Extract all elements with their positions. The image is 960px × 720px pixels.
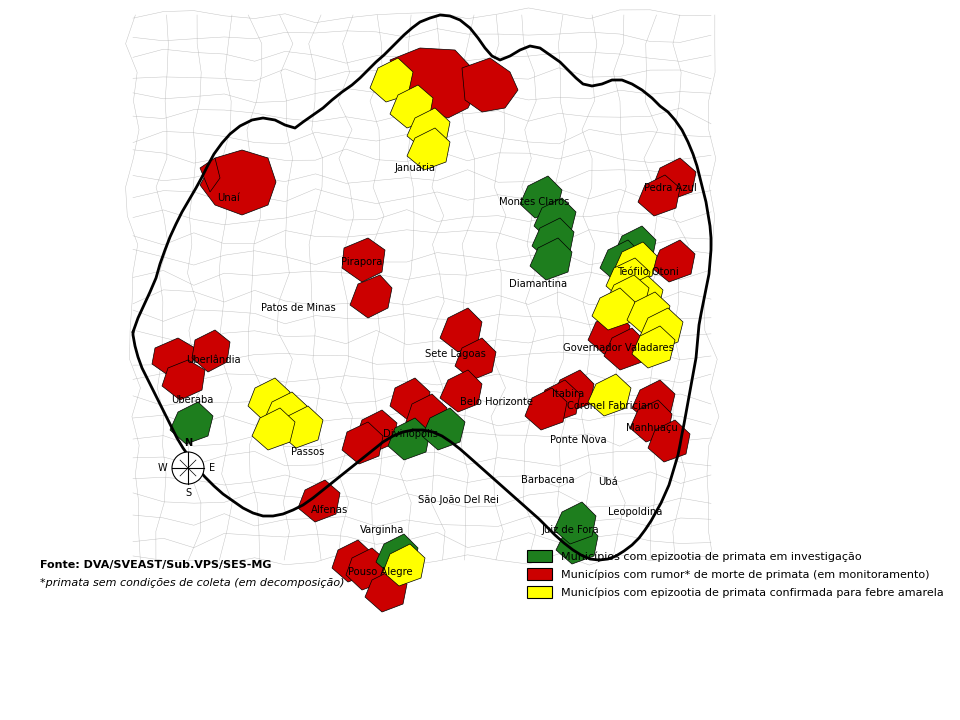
Text: Leopoldina: Leopoldina [608, 507, 662, 517]
Polygon shape [152, 338, 195, 378]
Text: Pouso Alegre: Pouso Alegre [348, 567, 412, 577]
Polygon shape [356, 410, 397, 452]
Polygon shape [264, 392, 307, 434]
Text: Diamantina: Diamantina [509, 279, 567, 289]
Text: Coronel Fabriciano: Coronel Fabriciano [566, 401, 660, 411]
Polygon shape [390, 85, 433, 128]
Text: Patos de Minas: Patos de Minas [260, 303, 335, 313]
Text: Varginha: Varginha [360, 525, 404, 535]
Polygon shape [342, 422, 383, 464]
Polygon shape [298, 480, 340, 522]
Polygon shape [440, 308, 482, 352]
Polygon shape [365, 570, 407, 612]
Text: Uberlândia: Uberlândia [185, 355, 240, 365]
Polygon shape [332, 540, 373, 582]
Polygon shape [407, 128, 450, 170]
Polygon shape [252, 408, 295, 450]
Text: Fonte: DVA/SVEAST/Sub.VPS/SES-MG: Fonte: DVA/SVEAST/Sub.VPS/SES-MG [40, 560, 272, 570]
Text: Alfenas: Alfenas [311, 505, 348, 515]
Text: São João Del Rei: São João Del Rei [418, 495, 498, 505]
Polygon shape [556, 522, 598, 564]
Polygon shape [455, 338, 496, 380]
Polygon shape [440, 370, 482, 412]
Polygon shape [640, 308, 683, 350]
Polygon shape [606, 275, 649, 316]
Text: Governador Valadares: Governador Valadares [563, 343, 673, 353]
Polygon shape [588, 374, 631, 416]
Polygon shape [342, 238, 385, 282]
Polygon shape [648, 420, 690, 462]
Polygon shape [346, 548, 388, 590]
Text: Ubá: Ubá [598, 477, 618, 487]
Polygon shape [462, 58, 518, 112]
Polygon shape [248, 378, 290, 420]
Polygon shape [614, 242, 657, 284]
Polygon shape [538, 380, 580, 422]
Text: Ponte Nova: Ponte Nova [550, 435, 607, 445]
Text: Itabira: Itabira [552, 389, 584, 399]
Polygon shape [592, 288, 635, 330]
Polygon shape [422, 408, 465, 450]
Polygon shape [652, 240, 695, 282]
Polygon shape [200, 150, 276, 215]
Text: W: W [157, 463, 167, 473]
Circle shape [172, 452, 204, 484]
Polygon shape [632, 380, 675, 422]
Text: Montes Claros: Montes Claros [499, 197, 569, 207]
Polygon shape [350, 275, 392, 318]
Polygon shape [390, 378, 430, 420]
Text: Uberaba: Uberaba [171, 395, 213, 405]
Polygon shape [383, 544, 425, 586]
Polygon shape [530, 238, 572, 280]
Polygon shape [614, 226, 656, 268]
Text: E: E [209, 463, 215, 473]
Polygon shape [520, 176, 562, 218]
Text: Divinópolis: Divinópolis [382, 428, 438, 439]
Polygon shape [627, 292, 670, 334]
Text: Barbacena: Barbacena [521, 475, 575, 485]
Polygon shape [588, 312, 630, 354]
Polygon shape [192, 330, 230, 372]
Text: *primata sem condições de coleta (em decomposição): *primata sem condições de coleta (em dec… [40, 578, 345, 588]
Polygon shape [653, 158, 696, 200]
Text: N: N [184, 438, 192, 448]
Polygon shape [532, 218, 574, 260]
Text: Pirapora: Pirapora [342, 257, 383, 267]
Polygon shape [630, 400, 672, 442]
Polygon shape [200, 158, 220, 192]
Text: Passos: Passos [291, 447, 324, 457]
Polygon shape [162, 360, 205, 400]
Polygon shape [600, 240, 642, 282]
Text: Januária: Januária [395, 163, 436, 174]
Polygon shape [554, 502, 596, 544]
Polygon shape [552, 370, 594, 412]
Polygon shape [534, 198, 576, 240]
Text: Juiz de Fora: Juiz de Fora [541, 525, 599, 535]
Legend: Municípios com epizootia de primata em investigação, Municípios com rumor* de mo: Municípios com epizootia de primata em i… [523, 546, 948, 603]
Polygon shape [604, 328, 646, 370]
Polygon shape [620, 276, 663, 318]
Polygon shape [388, 418, 430, 460]
Polygon shape [632, 326, 675, 368]
Polygon shape [280, 406, 323, 448]
Text: Unaí: Unaí [217, 193, 239, 203]
Text: S: S [185, 488, 191, 498]
Text: Pedra Azul: Pedra Azul [643, 183, 696, 193]
Polygon shape [133, 15, 711, 560]
Text: Belo Horizonte: Belo Horizonte [460, 397, 533, 407]
Text: Teófilo Otoni: Teófilo Otoni [617, 267, 679, 277]
Text: Sete Lagoas: Sete Lagoas [424, 349, 486, 359]
Polygon shape [370, 58, 413, 102]
Polygon shape [407, 108, 450, 150]
Polygon shape [525, 388, 567, 430]
Polygon shape [638, 175, 680, 216]
Polygon shape [606, 258, 650, 300]
Polygon shape [376, 534, 418, 576]
Polygon shape [406, 394, 447, 436]
Polygon shape [170, 402, 213, 444]
Text: Manhuaçu: Manhuaçu [626, 423, 678, 433]
Polygon shape [390, 48, 478, 118]
